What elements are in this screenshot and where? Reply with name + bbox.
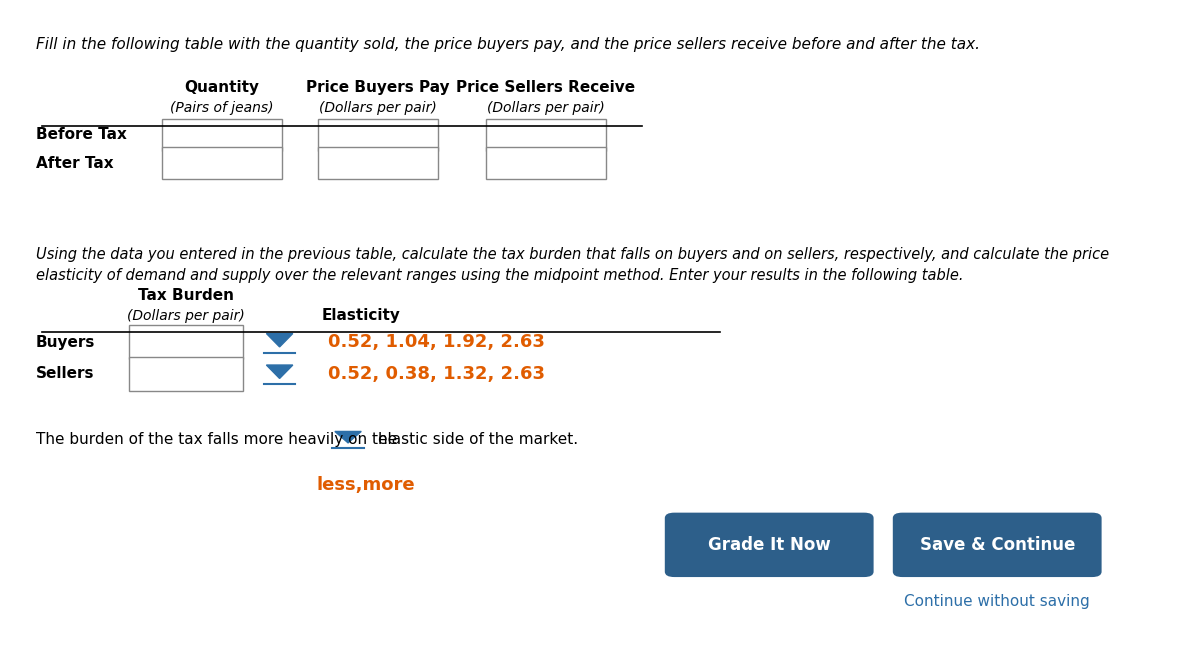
- Text: (Pairs of jeans): (Pairs of jeans): [170, 101, 274, 115]
- FancyBboxPatch shape: [318, 147, 438, 179]
- Text: Buyers: Buyers: [36, 335, 95, 350]
- Text: less,more: less,more: [317, 476, 415, 494]
- Text: Save & Continue: Save & Continue: [919, 536, 1075, 554]
- Text: Tax Burden: Tax Burden: [138, 289, 234, 303]
- FancyBboxPatch shape: [130, 357, 244, 391]
- FancyBboxPatch shape: [162, 147, 282, 179]
- Text: Continue without saving: Continue without saving: [905, 595, 1090, 609]
- Text: (Dollars per pair): (Dollars per pair): [127, 309, 245, 323]
- Text: Price Sellers Receive: Price Sellers Receive: [456, 81, 636, 95]
- Text: elastic side of the market.: elastic side of the market.: [378, 432, 578, 447]
- Text: Grade It Now: Grade It Now: [708, 536, 830, 554]
- Text: (Dollars per pair): (Dollars per pair): [319, 101, 437, 115]
- Text: Fill in the following table with the quantity sold, the price buyers pay, and th: Fill in the following table with the qua…: [36, 37, 980, 52]
- Text: (Dollars per pair): (Dollars per pair): [487, 101, 605, 115]
- Text: Before Tax: Before Tax: [36, 127, 127, 142]
- Text: Quantity: Quantity: [185, 81, 259, 95]
- Text: The burden of the tax falls more heavily on the: The burden of the tax falls more heavily…: [36, 432, 397, 447]
- Text: 0.52, 1.04, 1.92, 2.63: 0.52, 1.04, 1.92, 2.63: [328, 333, 545, 351]
- Polygon shape: [335, 431, 361, 443]
- Text: Elasticity: Elasticity: [322, 309, 401, 323]
- FancyBboxPatch shape: [486, 147, 606, 179]
- FancyBboxPatch shape: [130, 325, 244, 359]
- FancyBboxPatch shape: [162, 119, 282, 151]
- FancyBboxPatch shape: [486, 119, 606, 151]
- Text: 0.52, 0.38, 1.32, 2.63: 0.52, 0.38, 1.32, 2.63: [328, 365, 545, 382]
- Text: Sellers: Sellers: [36, 366, 95, 381]
- FancyBboxPatch shape: [893, 513, 1102, 577]
- Text: elasticity of demand and supply over the relevant ranges using the midpoint meth: elasticity of demand and supply over the…: [36, 268, 964, 283]
- Text: Using the data you entered in the previous table, calculate the tax burden that : Using the data you entered in the previo…: [36, 247, 1109, 262]
- Text: After Tax: After Tax: [36, 156, 114, 170]
- FancyBboxPatch shape: [665, 513, 874, 577]
- Text: Price Buyers Pay: Price Buyers Pay: [306, 81, 450, 95]
- Polygon shape: [266, 333, 293, 347]
- FancyBboxPatch shape: [318, 119, 438, 151]
- Polygon shape: [266, 365, 293, 378]
